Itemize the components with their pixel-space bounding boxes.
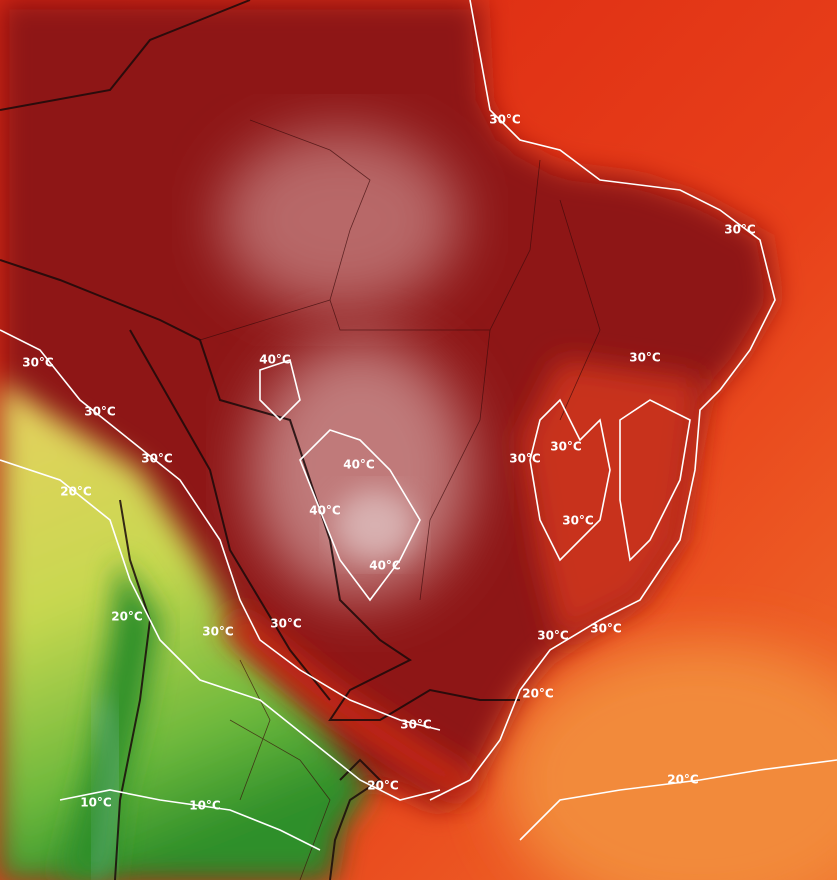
andes-cold bbox=[92, 699, 119, 880]
isotherm-label: 30°C bbox=[537, 629, 569, 643]
isotherm-label: 10°C bbox=[80, 796, 112, 810]
isotherm-label: 20°C bbox=[111, 610, 143, 624]
isotherm-label: 40°C bbox=[309, 504, 341, 518]
isotherm-label: 30°C bbox=[141, 452, 173, 466]
isotherm-label: 30°C bbox=[629, 351, 661, 365]
isotherm-label: 10°C bbox=[189, 799, 221, 813]
isotherm-label: 30°C bbox=[489, 113, 521, 127]
hot-core bbox=[250, 340, 470, 600]
hot-peak bbox=[335, 490, 415, 560]
isotherm-label: 20°C bbox=[367, 779, 399, 793]
hot-core bbox=[220, 130, 460, 310]
isotherm-label: 30°C bbox=[22, 356, 54, 370]
ocean-warm bbox=[500, 640, 837, 880]
isotherm-label: 30°C bbox=[724, 223, 756, 237]
isotherm-label: 20°C bbox=[522, 687, 554, 701]
isotherm-label: 20°C bbox=[60, 485, 92, 499]
isotherm-label: 30°C bbox=[562, 514, 594, 528]
isotherm-label: 30°C bbox=[400, 718, 432, 732]
isotherm-label: 30°C bbox=[550, 440, 582, 454]
front-band bbox=[220, 608, 478, 803]
isotherm-label: 30°C bbox=[202, 625, 234, 639]
andes-cool bbox=[60, 560, 160, 880]
isotherm-label: 40°C bbox=[259, 353, 291, 367]
northeast-region bbox=[520, 360, 700, 640]
isotherm-label: 40°C bbox=[343, 458, 375, 472]
isotherm-label: 30°C bbox=[270, 617, 302, 631]
isotherm-label: 30°C bbox=[509, 452, 541, 466]
isotherm-label: 30°C bbox=[84, 405, 116, 419]
isotherm-label: 30°C bbox=[590, 622, 622, 636]
isotherm-label: 20°C bbox=[667, 773, 699, 787]
isotherm-label: 40°C bbox=[369, 559, 401, 573]
isotherms bbox=[0, 0, 837, 850]
state-borders bbox=[199, 119, 601, 880]
